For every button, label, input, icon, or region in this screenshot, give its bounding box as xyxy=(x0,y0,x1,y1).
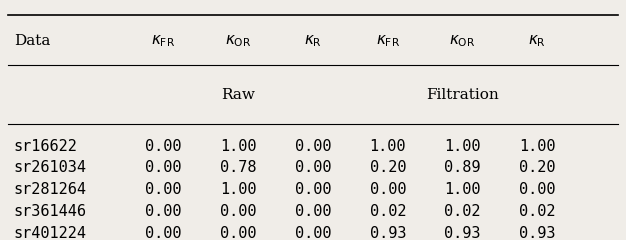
Text: 0.00: 0.00 xyxy=(295,139,331,154)
Text: $\kappa_{\mathrm{OR}}$: $\kappa_{\mathrm{OR}}$ xyxy=(449,33,476,49)
Text: 1.00: 1.00 xyxy=(220,139,257,154)
Text: 0.02: 0.02 xyxy=(519,204,556,219)
Text: sr261034: sr261034 xyxy=(14,161,87,175)
Text: 0.00: 0.00 xyxy=(145,161,182,175)
Text: 0.02: 0.02 xyxy=(444,204,481,219)
Text: 0.20: 0.20 xyxy=(519,161,556,175)
Text: sr16622: sr16622 xyxy=(14,139,78,154)
Text: sr401224: sr401224 xyxy=(14,226,87,240)
Text: $\kappa_{\mathrm{R}}$: $\kappa_{\mathrm{R}}$ xyxy=(528,33,546,49)
Text: 1.00: 1.00 xyxy=(220,182,257,197)
Text: 0.93: 0.93 xyxy=(369,226,406,240)
Text: Data: Data xyxy=(14,34,50,48)
Text: 0.89: 0.89 xyxy=(444,161,481,175)
Text: $\kappa_{\mathrm{OR}}$: $\kappa_{\mathrm{OR}}$ xyxy=(225,33,252,49)
Text: $\kappa_{\mathrm{FR}}$: $\kappa_{\mathrm{FR}}$ xyxy=(151,33,175,49)
Text: $\kappa_{\mathrm{FR}}$: $\kappa_{\mathrm{FR}}$ xyxy=(376,33,400,49)
Text: 1.00: 1.00 xyxy=(519,139,556,154)
Text: Raw: Raw xyxy=(221,88,255,102)
Text: 1.00: 1.00 xyxy=(444,139,481,154)
Text: sr361446: sr361446 xyxy=(14,204,87,219)
Text: 0.02: 0.02 xyxy=(369,204,406,219)
Text: 1.00: 1.00 xyxy=(369,139,406,154)
Text: Filtration: Filtration xyxy=(426,88,499,102)
Text: 0.00: 0.00 xyxy=(295,204,331,219)
Text: 0.20: 0.20 xyxy=(369,161,406,175)
Text: 0.00: 0.00 xyxy=(295,161,331,175)
Text: 0.00: 0.00 xyxy=(220,226,257,240)
Text: 1.00: 1.00 xyxy=(444,182,481,197)
Text: 0.00: 0.00 xyxy=(145,226,182,240)
Text: 0.00: 0.00 xyxy=(220,204,257,219)
Text: 0.00: 0.00 xyxy=(145,182,182,197)
Text: $\kappa_{\mathrm{R}}$: $\kappa_{\mathrm{R}}$ xyxy=(304,33,322,49)
Text: 0.78: 0.78 xyxy=(220,161,257,175)
Text: sr281264: sr281264 xyxy=(14,182,87,197)
Text: 0.00: 0.00 xyxy=(145,139,182,154)
Text: 0.00: 0.00 xyxy=(519,182,556,197)
Text: 0.00: 0.00 xyxy=(145,204,182,219)
Text: 0.93: 0.93 xyxy=(444,226,481,240)
Text: 0.00: 0.00 xyxy=(295,226,331,240)
Text: 0.00: 0.00 xyxy=(369,182,406,197)
Text: 0.00: 0.00 xyxy=(295,182,331,197)
Text: 0.93: 0.93 xyxy=(519,226,556,240)
